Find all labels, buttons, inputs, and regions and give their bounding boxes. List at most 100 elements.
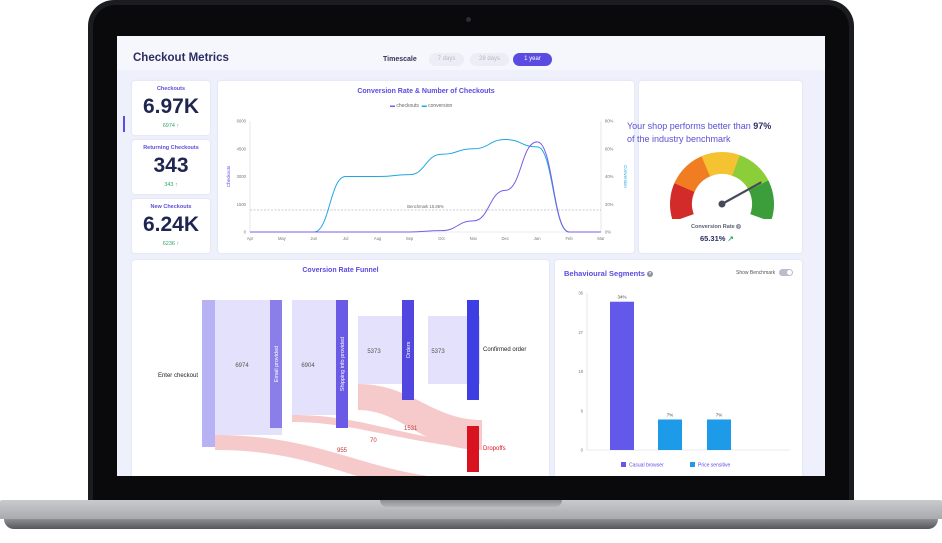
series-line-conversion (250, 141, 601, 233)
funnel-title: Coversion Rate Funnel (302, 267, 379, 274)
kpi-card-new-checkouts[interactable]: New Checkouts 6.24K 6236 ↑ (132, 199, 210, 253)
x-tick-label: Jun (310, 236, 317, 241)
step-label-email: Email provided (274, 346, 280, 382)
benchmark-label: Benchmark 15.86% (407, 204, 444, 209)
x-tick-label: Apr (247, 236, 254, 241)
left-axis-label: Checkouts (226, 165, 231, 187)
value-enter-checkout: 6974 (235, 363, 249, 369)
segments-card: 0 9 18 27 36 34% 7% 7% Casual browser Price sensi… (555, 260, 802, 476)
kpi-value: 343 (153, 154, 189, 177)
kpi-value: 6.24K (142, 213, 200, 236)
legend-swatch (690, 462, 695, 467)
step-label-shipping: Shipping info provided (340, 337, 346, 391)
dashboard-header: Checkout Metrics Timescale 7 days 28 day… (117, 36, 825, 70)
node-orders[interactable] (402, 300, 414, 400)
y-tick-label: 18 (578, 369, 583, 374)
dropoff-value-email: 70 (370, 438, 377, 444)
gauge-value-text: 65.31% (700, 234, 726, 243)
legend-checkouts: checkouts (396, 103, 419, 109)
benchmark-highlight: 97% (753, 121, 772, 131)
node-enter-checkout[interactable] (202, 300, 215, 447)
y-tick-label: 3000 (237, 174, 247, 179)
y2-tick-label: 40% (605, 174, 614, 179)
chart-title: Conversion Rate & Number of Checkouts (357, 88, 495, 95)
show-benchmark-label: Show Benchmark (736, 270, 776, 276)
conversion-checkouts-chart-card: Conversion Rate & Number of Checkouts ▬ … (218, 81, 634, 253)
bar (707, 419, 731, 450)
y-tick-label: 9 (581, 408, 584, 413)
legend-label-price-sensitive: Price sensitive (698, 463, 730, 469)
y2-tick-label: 60% (605, 146, 614, 151)
right-axis-label: Conversion (623, 165, 628, 188)
gauge-segment (670, 180, 696, 219)
kpi-value: 6.97K (142, 95, 200, 118)
legend-label-casual-browser: Casual browser (629, 463, 664, 469)
kpi-label: Checkouts (156, 86, 186, 92)
dropoff-value-start: 955 (337, 448, 348, 454)
funnel-diagram: Enter checkout 6974 6904 5373 5373 Email… (158, 300, 526, 476)
benchmark-text-start: Your shop performs better than (627, 121, 754, 131)
y-tick-label: 36 (578, 291, 583, 296)
gauge-needle (720, 181, 762, 206)
y2-tick-label: 80% (605, 119, 614, 124)
timescale-1-year-button[interactable]: 1 year (513, 53, 552, 66)
gauge-value: 65.31% ↗ (700, 234, 734, 243)
funnel-card: Coversion Rate Funnel Enter checkout 697… (132, 260, 549, 476)
x-tick-label: Nov (470, 236, 478, 241)
info-icon[interactable]: ? (736, 224, 742, 229)
x-tick-label: Feb (565, 236, 573, 241)
kpi-delta: 6236 ↑ (162, 241, 180, 247)
selected-kpi-indicator (123, 116, 125, 132)
legend-conversion: conversion (428, 103, 453, 109)
laptop-notch (380, 500, 562, 507)
kpi-delta: 343 ↑ (164, 182, 178, 188)
toggle-knob (787, 270, 792, 275)
x-tick-label: Sep (406, 236, 414, 241)
gauge-label: Conversion Rate ? (691, 224, 742, 230)
funnel-flow-3 (358, 316, 414, 384)
node-shipping-info[interactable] (336, 300, 348, 428)
bar (658, 419, 682, 450)
gauge-segment (701, 152, 743, 177)
benchmark-text-end: of the industry benchmark (627, 133, 731, 144)
line-chart-svg: 0 1500 3000 4500 6000 0% 20% 40% 60% 80% Apr May Jun… (226, 119, 628, 242)
gauge-label-text: Conversion Rate (691, 224, 735, 230)
timescale-label: Timescale (383, 56, 417, 63)
node-dropoffs[interactable] (467, 426, 479, 472)
y-tick-label: 27 (578, 330, 583, 335)
segments-bar-chart: 0 9 18 27 36 34% 7% 7% Casual browser Price sensi… (578, 291, 790, 469)
dashboard-screen: Checkout Metrics Timescale 7 days 28 day… (117, 36, 825, 476)
y-tick-label: 1500 (237, 202, 247, 207)
laptop-base-top (0, 500, 942, 519)
kpi-card-returning-checkouts[interactable]: Returning Checkouts 343 343 ↑ (132, 140, 210, 194)
show-benchmark-toggle[interactable] (779, 269, 793, 276)
bar (610, 301, 634, 450)
x-tick-label: Jul (343, 236, 348, 241)
label-dropoffs: Dropoffs (483, 446, 506, 452)
node-confirmed-order[interactable] (467, 300, 479, 400)
segments-title: Behavioural Segments ? (564, 269, 653, 278)
camera-icon (466, 17, 471, 22)
chart-legend: ▬ checkouts ▬ conversion (390, 103, 453, 109)
node-email-provided[interactable] (270, 300, 282, 428)
label-confirmed-order: Confirmed order (483, 347, 526, 353)
y-tick-label: 4500 (237, 146, 247, 151)
kpi-card-checkouts[interactable]: Checkouts 6.97K 6974 ↑ (132, 81, 210, 135)
gauge-segment (748, 180, 774, 219)
page-title: Checkout Metrics (133, 52, 229, 64)
timescale-7-days-button[interactable]: 7 days (429, 53, 464, 66)
timescale-28-days-button[interactable]: 28 days (470, 53, 509, 66)
dropoff-flow-start (215, 435, 428, 476)
value-shipping-info: 5373 (367, 349, 381, 355)
gauge-hub (718, 200, 726, 208)
benchmark-text: Your shop performs better than 97% of th… (627, 120, 777, 145)
kpi-delta: 6974 ↑ (162, 123, 180, 129)
funnel-flow-1 (215, 300, 282, 435)
bar-value-label: 7% (667, 412, 674, 417)
laptop-base-bottom (4, 519, 938, 529)
x-tick-label: May (278, 236, 287, 241)
value-email-provided: 6904 (301, 363, 315, 369)
info-icon[interactable]: ? (646, 271, 653, 278)
kpi-label: Returning Checkouts (143, 145, 199, 151)
x-tick-label: Jan (534, 236, 541, 241)
